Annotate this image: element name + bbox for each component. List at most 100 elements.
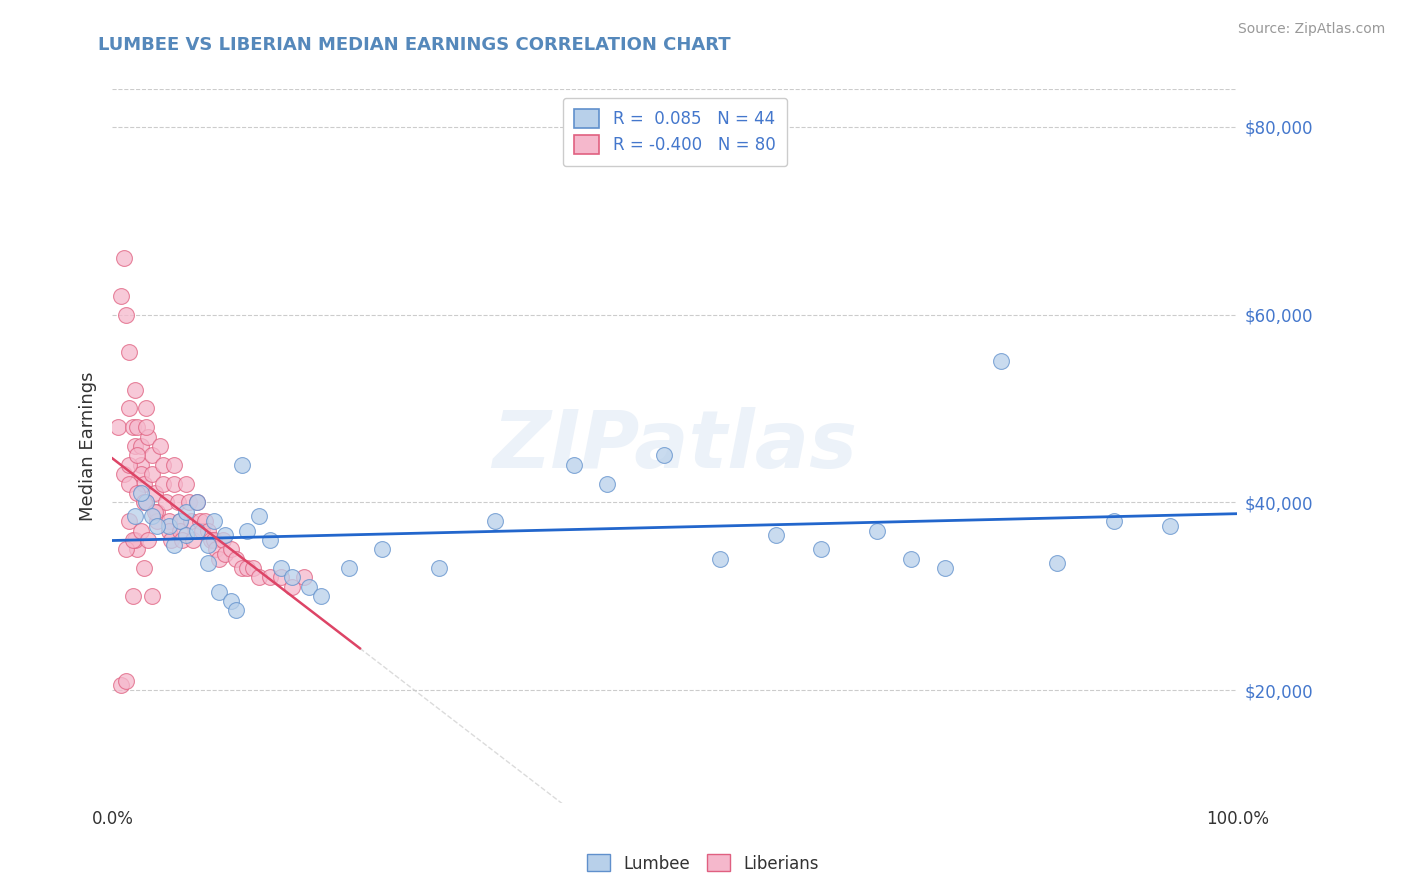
Point [231,561,253,575]
Point [127,486,149,500]
Point [236,524,259,538]
Point [143,505,166,519]
Point [214,547,236,561]
Point [214,528,236,542]
Point [197,524,219,538]
Point [152,458,174,472]
Point [127,542,149,557]
Point [208,551,231,566]
Point [180,514,202,528]
Point [596,476,619,491]
Y-axis label: Median Earnings: Median Earnings [79,371,97,521]
Point [765,528,787,542]
Point [163,458,186,472]
Point [110,289,132,303]
Point [236,561,259,575]
Point [371,542,394,557]
Point [135,495,157,509]
Point [211,533,233,547]
Point [427,561,450,575]
Point [115,308,138,322]
Point [141,449,163,463]
Point [121,589,143,603]
Point [107,420,129,434]
Text: LUMBEE VS LIBERIAN MEDIAN EARNINGS CORRELATION CHART: LUMBEE VS LIBERIAN MEDIAN EARNINGS CORRE… [98,36,731,54]
Text: ZIPatlas: ZIPatlas [492,407,858,485]
Point [124,509,146,524]
Point [169,524,191,538]
Point [934,561,956,575]
Point [205,542,228,557]
Point [157,514,180,528]
Point [166,495,188,509]
Point [110,678,132,692]
Point [152,476,174,491]
Point [1046,557,1069,571]
Point [197,538,219,552]
Point [141,467,163,482]
Point [208,584,231,599]
Point [225,551,247,566]
Point [118,345,141,359]
Point [484,514,506,528]
Point [183,533,205,547]
Point [124,533,146,547]
Point [172,533,194,547]
Point [169,514,191,528]
Point [169,514,191,528]
Point [146,514,169,528]
Point [141,509,163,524]
Point [124,383,146,397]
Point [270,561,292,575]
Point [200,533,222,547]
Point [259,570,281,584]
Point [129,439,152,453]
Point [990,354,1012,368]
Point [118,476,141,491]
Point [562,458,585,472]
Point [163,476,186,491]
Point [337,561,360,575]
Point [163,538,186,552]
Point [242,561,264,575]
Point [127,420,149,434]
Point [177,495,200,509]
Point [121,420,143,434]
Point [138,533,160,547]
Point [174,505,197,519]
Point [309,589,332,603]
Point [247,509,270,524]
Point [115,542,138,557]
Legend: Lumbee, Liberians: Lumbee, Liberians [581,847,825,880]
Point [174,528,197,542]
Point [191,524,214,538]
Point [1159,518,1181,533]
Point [194,514,217,528]
Point [866,524,889,538]
Point [138,429,160,443]
Point [202,514,225,528]
Point [157,524,180,538]
Point [129,458,152,472]
Point [146,505,169,519]
Point [157,518,180,533]
Point [155,495,177,509]
Point [298,580,321,594]
Point [141,589,163,603]
Point [810,542,832,557]
Point [259,533,281,547]
Point [900,551,922,566]
Point [121,533,143,547]
Point [118,514,141,528]
Point [127,449,149,463]
Point [112,251,135,265]
Point [129,467,152,482]
Point [129,486,152,500]
Point [118,401,141,416]
Point [709,551,731,566]
Point [188,514,211,528]
Point [124,439,146,453]
Point [231,458,253,472]
Point [186,524,208,538]
Point [132,476,155,491]
